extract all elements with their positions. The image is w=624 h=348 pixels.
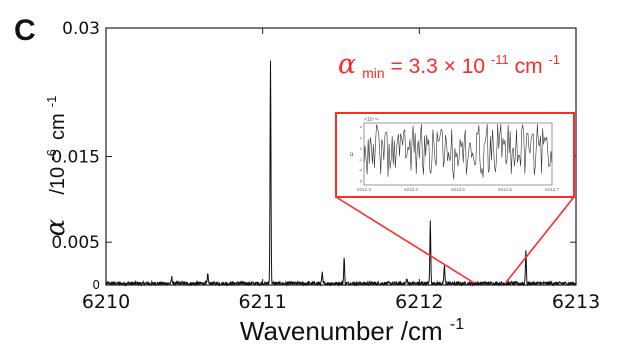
x-tick-label: 6211	[238, 291, 286, 313]
inset-x-tick-label: 6212.6	[498, 187, 512, 192]
inset-scale-label: ×10⁻¹¹	[364, 117, 379, 123]
spectrum-line	[105, 60, 577, 287]
y-axis-unit-tail: cm	[47, 113, 69, 140]
inset-plot-frame	[363, 122, 553, 186]
annotation-unit: cm	[515, 55, 543, 78]
y-axis-unit-exp: -6	[44, 149, 59, 161]
y-tick-label: 0	[92, 278, 100, 292]
y-axis-unit-tail-exp: -1	[44, 96, 59, 108]
inset-y-tick-label: -4	[358, 168, 362, 173]
x-tick-label: 6210	[82, 291, 130, 313]
inset-x-tick-label: 6212.5	[451, 187, 465, 192]
trace-layer	[105, 60, 577, 287]
axes: 0 0.005 0.015 0.03 6210 6211 6212 6213	[51, 19, 600, 313]
inset-x-tick-label: 6212.4	[404, 187, 418, 192]
panel-label: C	[14, 14, 36, 47]
inset-x-tick-label: 6212.3	[357, 187, 371, 192]
y-tick-label: 0.005	[51, 233, 100, 253]
x-axis-label: Wavenumber /cm -1	[240, 316, 464, 346]
y-axis-label: α /10 -6 cm -1	[36, 96, 71, 237]
annotation-exp: -11	[491, 52, 509, 67]
alpha-min-annotation: α min = 3.3 × 10 -11 cm -1	[338, 46, 560, 83]
y-tick-label: 0.03	[62, 19, 100, 39]
annotation-subscript: min	[362, 65, 385, 81]
zoom-connector-right	[504, 196, 575, 284]
inset-y-tick-label: -2	[358, 157, 362, 162]
x-tick-label: 6213	[552, 291, 600, 313]
inset-y-label: α	[350, 152, 354, 158]
inset-y-tick-label: 0	[360, 146, 363, 151]
inset-x-tick-label: 6212.7	[545, 187, 559, 192]
x-tick-label: 6212	[395, 291, 443, 313]
annotation-symbol: α	[338, 49, 356, 80]
inset-noise-line	[363, 123, 553, 180]
y-axis-unit-base: /10	[47, 167, 69, 195]
inset-y-tick-label: 4	[360, 125, 363, 130]
y-axis-symbol: α	[41, 218, 71, 236]
annotation-unit-exp: -1	[548, 52, 560, 67]
inset-y-tick-label: -6	[358, 179, 362, 184]
zoom-connector-left	[335, 196, 475, 284]
svg-text:α /10 -6: α /10 -6 cm -1	[36, 96, 71, 237]
inset-y-tick-label: 2	[360, 135, 363, 140]
annotation-text: = 3.3 × 10	[390, 55, 485, 78]
inset-box	[335, 112, 575, 198]
inset-layer: ×10⁻¹¹ α 4 2 0 -2 -4 -6 6212.3 6212.4 6212.5 6212.6…	[335, 112, 575, 284]
x-axis-label-main: Wavenumber /cm	[240, 316, 443, 346]
y-tick-label: 0.015	[51, 148, 100, 168]
x-axis-label-exp: -1	[450, 316, 464, 333]
